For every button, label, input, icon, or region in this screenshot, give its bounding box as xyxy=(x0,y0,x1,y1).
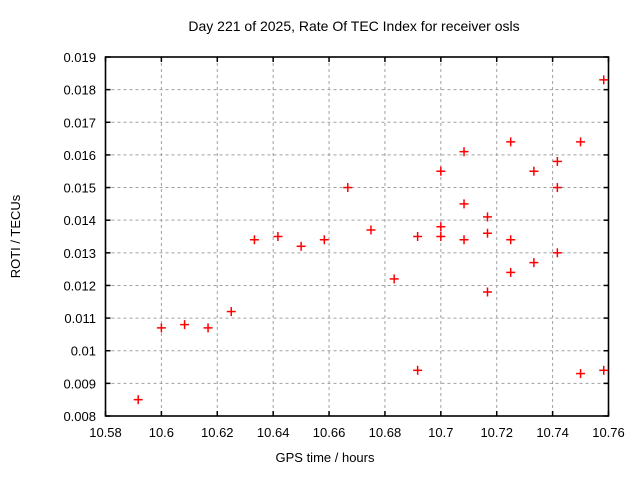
data-point-marker xyxy=(529,166,539,176)
plot-border xyxy=(104,56,610,417)
data-point-marker xyxy=(599,365,609,375)
x-tick-label: 10.62 xyxy=(201,425,234,440)
x-tick-label: 10.7 xyxy=(428,425,453,440)
tick-label-layer: 10.58 10.6 10.62 10.64 10.66 10.68 10.7 10.72 10… xyxy=(63,50,624,440)
data-point-marker xyxy=(133,395,143,405)
data-point-marker xyxy=(249,235,259,245)
y-tick-label: 0.016 xyxy=(63,148,96,163)
data-point-marker xyxy=(436,166,446,176)
data-point-marker xyxy=(366,225,376,235)
y-tick-label: 0.01 xyxy=(71,344,96,359)
y-axis-label: ROTI / TECUs xyxy=(8,194,23,278)
data-point-marker xyxy=(506,267,516,277)
y-tick-label: 0.009 xyxy=(63,376,96,391)
data-point-marker xyxy=(552,248,562,258)
y-tick-label: 0.008 xyxy=(63,409,96,424)
data-point-marker xyxy=(599,75,609,85)
data-point-marker xyxy=(483,228,493,238)
y-tick-label: 0.014 xyxy=(63,213,96,228)
data-point-marker xyxy=(180,320,190,330)
chart-title: Day 221 of 2025, Rate Of TEC Index for r… xyxy=(188,18,519,34)
data-point-marker xyxy=(576,369,586,379)
x-tick-label: 10.76 xyxy=(592,425,625,440)
data-point-marker xyxy=(506,235,516,245)
x-tick-label: 10.72 xyxy=(480,425,513,440)
data-points-layer xyxy=(133,75,609,405)
y-tick-label: 0.017 xyxy=(63,115,96,130)
data-point-marker xyxy=(459,199,469,209)
data-point-marker xyxy=(413,232,423,241)
data-point-marker xyxy=(529,258,539,268)
x-tick-label: 10.64 xyxy=(257,425,290,440)
data-point-marker xyxy=(459,147,469,157)
y-tick-label: 0.011 xyxy=(64,311,96,326)
data-point-marker xyxy=(576,137,586,147)
data-point-marker xyxy=(296,241,306,251)
x-axis-label: GPS time / hours xyxy=(276,450,375,465)
data-point-marker xyxy=(226,307,236,317)
axis-layer xyxy=(104,56,610,417)
y-tick-label: 0.013 xyxy=(63,246,96,261)
data-point-marker xyxy=(506,137,516,147)
data-point-marker xyxy=(436,222,446,232)
x-tick-label: 10.6 xyxy=(149,425,174,440)
x-tick-label: 10.74 xyxy=(536,425,569,440)
data-point-marker xyxy=(273,232,283,241)
data-point-marker xyxy=(389,274,399,284)
data-point-marker xyxy=(483,287,493,297)
x-tick-label: 10.66 xyxy=(313,425,346,440)
x-tick-label: 10.68 xyxy=(369,425,402,440)
y-tick-label: 0.012 xyxy=(63,278,96,293)
data-point-marker xyxy=(203,323,213,333)
x-tick-label: 10.58 xyxy=(89,425,122,440)
y-tick-label: 0.015 xyxy=(63,181,96,196)
grid-layer xyxy=(105,57,609,416)
data-point-marker xyxy=(319,235,329,245)
data-point-marker xyxy=(483,212,493,222)
data-point-marker xyxy=(436,232,446,241)
data-point-marker xyxy=(156,323,166,333)
data-point-marker xyxy=(552,183,562,193)
data-point-marker xyxy=(552,156,562,166)
data-point-marker xyxy=(413,365,423,375)
data-point-marker xyxy=(459,235,469,245)
y-tick-label: 0.019 xyxy=(63,50,96,65)
data-point-marker xyxy=(343,183,353,193)
y-tick-label: 0.018 xyxy=(63,83,96,98)
